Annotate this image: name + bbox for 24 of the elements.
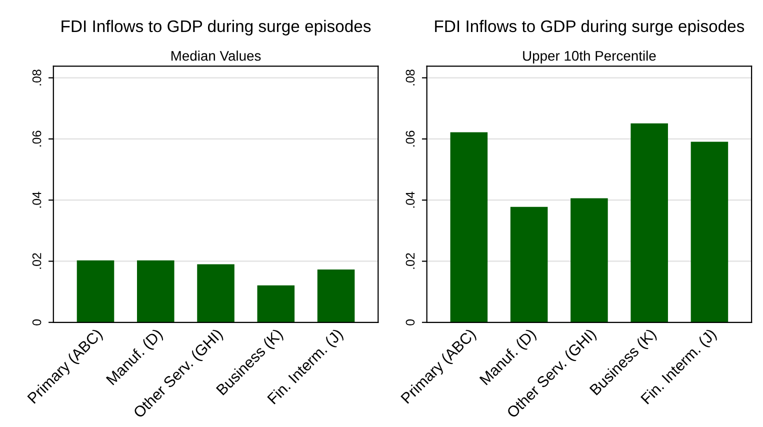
bar <box>450 132 488 322</box>
y-tick-label: .04 <box>406 192 415 208</box>
y-tick-label: .04 <box>32 192 42 208</box>
y-tick-label: .08 <box>32 70 42 86</box>
y-tick-label: 0 <box>32 319 42 326</box>
y-tick-label: .06 <box>32 130 42 146</box>
y-tick-label: .02 <box>32 253 42 269</box>
bar <box>197 264 234 322</box>
bar <box>76 260 114 322</box>
bar <box>257 285 295 322</box>
chart-title: FDI Inflows to GDP during surge episodes <box>435 20 744 36</box>
bar <box>136 260 174 322</box>
y-tick-label: 0 <box>406 319 415 326</box>
y-tick-label: .08 <box>406 70 415 86</box>
bar <box>317 269 355 322</box>
bar <box>690 142 728 322</box>
y-tick-label: .02 <box>406 253 415 269</box>
chart-subtitle: Upper 10th Percentile <box>523 50 656 64</box>
bar <box>510 206 548 322</box>
y-tick-label: .06 <box>406 130 415 146</box>
chart-subtitle: Median Values <box>171 50 261 61</box>
bar <box>570 198 608 322</box>
chart-title: FDI Inflows to GDP during surge episodes <box>62 20 371 36</box>
bar <box>630 123 668 322</box>
